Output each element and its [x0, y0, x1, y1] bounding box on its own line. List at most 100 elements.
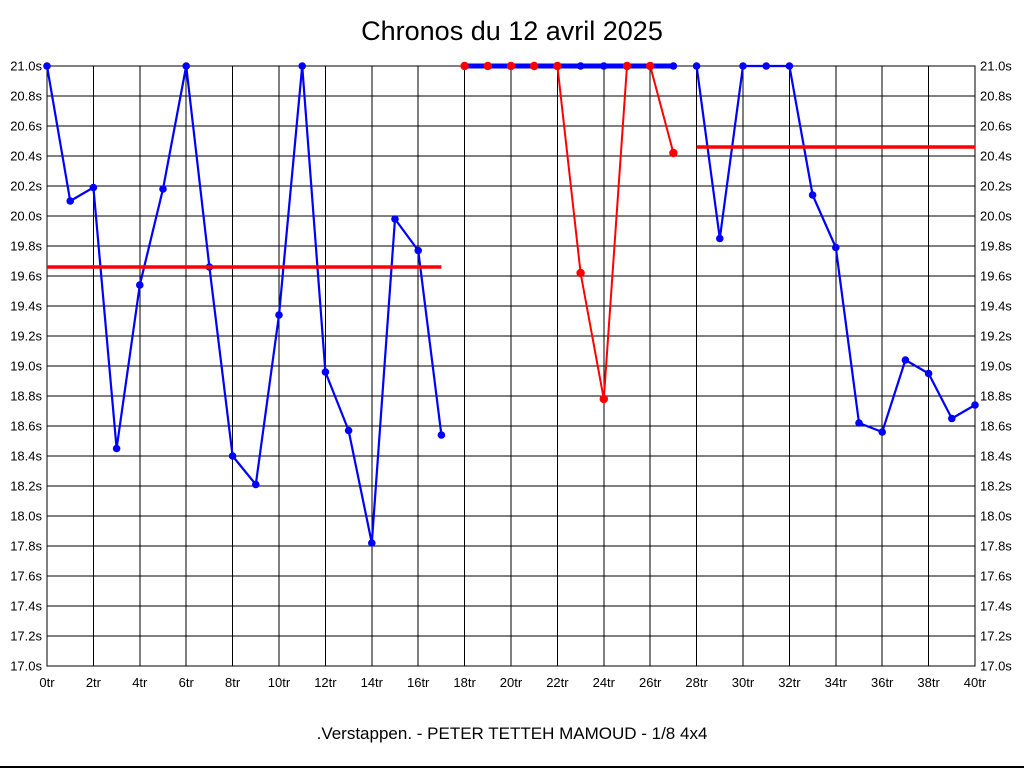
- data-point: [112, 444, 121, 453]
- x-tick-label: 24tr: [593, 675, 616, 690]
- y-tick-label: 20.6s: [980, 119, 1012, 134]
- x-tick-label: 6tr: [179, 675, 195, 690]
- data-point: [298, 62, 307, 70]
- blue-laps-28-40: [692, 62, 979, 436]
- x-tick-label: 16tr: [407, 675, 430, 690]
- data-point: [391, 215, 399, 223]
- data-point: [716, 234, 724, 243]
- y-tick-label: 18.6s: [10, 419, 42, 434]
- y-tick-label: 18.4s: [980, 449, 1012, 464]
- data-point: [785, 62, 794, 70]
- y-tick-label: 18.4s: [10, 449, 42, 464]
- data-point: [43, 62, 51, 70]
- x-tick-label: 12tr: [314, 675, 337, 690]
- data-point: [971, 401, 979, 409]
- data-point: [622, 61, 632, 71]
- reference-lines: [47, 145, 975, 269]
- x-tick-label: 36tr: [871, 675, 894, 690]
- x-tick-label: 28tr: [685, 675, 708, 690]
- data-point: [414, 246, 423, 255]
- data-point: [600, 62, 608, 70]
- data-point: [855, 419, 863, 427]
- bottom-border: [0, 766, 1024, 768]
- x-tick-label: 4tr: [132, 675, 148, 690]
- y-tick-label: 17.0s: [10, 659, 42, 674]
- data-point: [599, 394, 608, 404]
- x-axis-labels: 0tr 2tr 4tr 6tr 8tr 10tr 12tr 14tr 16tr 18tr 20tr 2…: [39, 675, 986, 690]
- data-point: [878, 428, 886, 436]
- x-tick-label: 30tr: [732, 675, 755, 690]
- y-tick-label: 21.0s: [10, 59, 42, 74]
- y-tick-label: 19.6s: [10, 269, 42, 284]
- data-point: [646, 61, 655, 71]
- y-tick-label: 20.8s: [980, 89, 1012, 104]
- blue-laps-18-27-plateau: [460, 62, 678, 70]
- y-tick-label: 20.0s: [10, 209, 42, 224]
- data-point: [553, 61, 562, 71]
- data-point: [669, 148, 678, 158]
- y-tick-label: 17.4s: [980, 599, 1012, 614]
- data-point: [762, 62, 770, 70]
- y-tick-label: 19.4s: [10, 299, 42, 314]
- chart-caption: .Verstappen. - PETER TETTEH MAMOUD - 1/8…: [316, 724, 708, 743]
- y-axis-labels-right: 21.0s 20.8s 20.6s 20.4s 20.2s 20.0s 19.8s 19.6s…: [980, 59, 1012, 674]
- x-tick-label: 32tr: [778, 675, 801, 690]
- y-tick-label: 19.8s: [980, 239, 1012, 254]
- x-tick-label: 26tr: [639, 675, 662, 690]
- data-point: [506, 61, 516, 71]
- grid-lines: [47, 66, 975, 666]
- data-point: [948, 414, 956, 423]
- data-point: [321, 368, 330, 376]
- y-tick-label: 20.4s: [10, 149, 42, 164]
- x-tick-label: 0tr: [39, 675, 55, 690]
- red-series-markers: [460, 61, 678, 404]
- y-tick-label: 17.6s: [10, 569, 42, 584]
- y-tick-label: 20.2s: [980, 179, 1012, 194]
- data-point: [901, 356, 910, 364]
- y-tick-label: 17.6s: [980, 569, 1012, 584]
- data-point: [182, 62, 190, 70]
- y-tick-label: 21.0s: [980, 59, 1012, 74]
- data-point: [437, 431, 446, 439]
- y-tick-label: 20.8s: [10, 89, 42, 104]
- red-series-line: [463, 65, 675, 400]
- y-tick-label: 18.0s: [980, 509, 1012, 524]
- data-point: [669, 62, 678, 70]
- y-tick-label: 20.6s: [10, 119, 42, 134]
- x-tick-label: 38tr: [917, 675, 940, 690]
- data-point: [66, 197, 74, 205]
- x-tick-label: 14tr: [361, 675, 384, 690]
- y-tick-label: 18.2s: [980, 479, 1012, 494]
- y-axis-labels-left: 21.0s 20.8s 20.6s 20.4s 20.2s 20.0s 19.8s 19.6s…: [10, 59, 42, 674]
- y-tick-label: 19.0s: [980, 359, 1012, 374]
- data-point: [159, 185, 167, 193]
- y-tick-label: 18.8s: [10, 389, 42, 404]
- y-tick-label: 18.6s: [980, 419, 1012, 434]
- data-point: [530, 61, 539, 71]
- y-tick-label: 20.2s: [10, 179, 42, 194]
- y-tick-label: 20.0s: [980, 209, 1012, 224]
- y-tick-label: 17.8s: [10, 539, 42, 554]
- y-tick-label: 19.6s: [980, 269, 1012, 284]
- x-tick-label: 22tr: [546, 675, 569, 690]
- data-point: [228, 452, 237, 460]
- data-point: [924, 369, 933, 378]
- data-point: [460, 61, 469, 71]
- y-tick-label: 17.4s: [10, 599, 42, 614]
- y-tick-label: 17.8s: [980, 539, 1012, 554]
- x-tick-label: 2tr: [86, 675, 102, 690]
- x-tick-label: 40tr: [964, 675, 987, 690]
- blue-laps-0-17: [43, 62, 446, 547]
- data-point: [275, 311, 283, 319]
- y-tick-label: 19.4s: [980, 299, 1012, 314]
- y-tick-label: 20.4s: [980, 149, 1012, 164]
- y-tick-label: 19.2s: [980, 329, 1012, 344]
- data-point: [483, 61, 492, 71]
- y-tick-label: 19.2s: [10, 329, 42, 344]
- y-tick-label: 18.0s: [10, 509, 42, 524]
- x-tick-label: 20tr: [500, 675, 523, 690]
- y-tick-label: 17.0s: [980, 659, 1012, 674]
- data-point: [136, 281, 144, 289]
- data-point: [808, 191, 817, 199]
